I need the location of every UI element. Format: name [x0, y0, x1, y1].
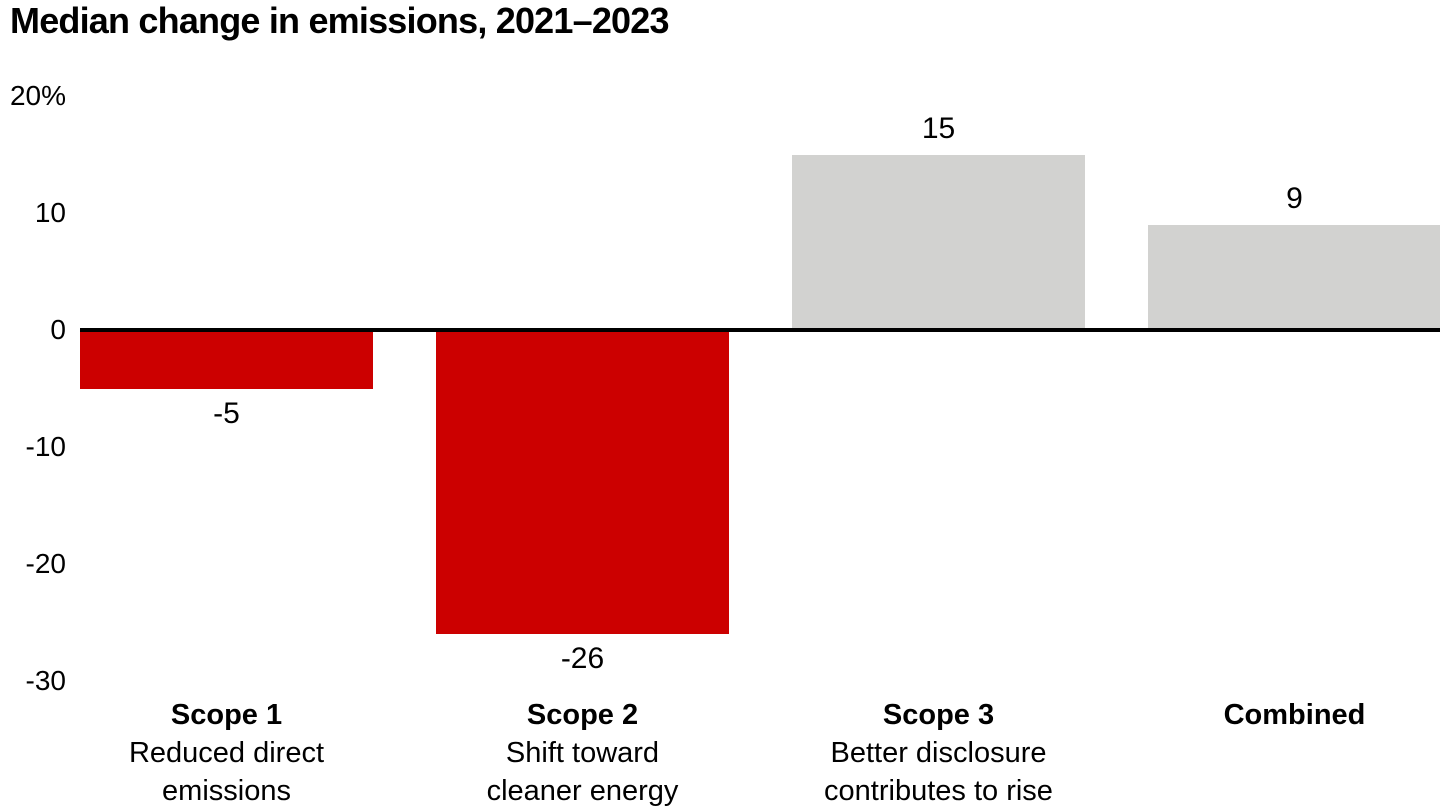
category-sublabel-line: emissions [162, 775, 291, 807]
y-tick-30: -30 [25, 665, 66, 696]
category-label-scope-1: Scope 1 Reduced direct emissions [47, 696, 407, 810]
value-label-scope-2: -26 [560, 642, 605, 676]
y-tick-0: 0 [50, 314, 66, 345]
category-sublabel-line: Better disclosure [830, 737, 1047, 769]
category-name: Scope 1 [170, 699, 283, 731]
y-tick-20: -20 [25, 548, 66, 579]
y-tick-10: -10 [25, 431, 66, 462]
category-sublabel-line: Reduced direct [128, 737, 325, 769]
bar-scope-1 [80, 330, 373, 389]
category-sublabel-line: cleaner energy [486, 775, 679, 807]
bar-combined [1148, 224, 1440, 330]
category-sublabel-line: contributes to rise [824, 775, 1053, 807]
category-name: Scope 3 [882, 699, 995, 731]
value-label-scope-1: -5 [213, 396, 240, 430]
category-label-combined: Combined [1115, 696, 1440, 734]
bar-scope-3 [792, 154, 1085, 330]
category-label-scope-3: Scope 3 Better disclosure contributes to r… [759, 696, 1119, 810]
category-name: Scope 2 [526, 699, 639, 731]
value-label-scope-3: 15 [921, 111, 956, 145]
bar-scope-2 [436, 330, 729, 635]
chart-title: Median change in emissions, 2021–2023 [10, 0, 670, 41]
value-label-combined: 9 [1286, 181, 1303, 215]
category-label-scope-2: Scope 2 Shift toward cleaner energy [403, 696, 763, 810]
y-tick-20: 20% [9, 80, 66, 111]
zero-axis-line [80, 328, 1440, 332]
category-name: Combined [1223, 699, 1366, 731]
category-sublabel-line: Shift toward [505, 737, 660, 769]
y-tick-10: 10 [34, 197, 66, 228]
